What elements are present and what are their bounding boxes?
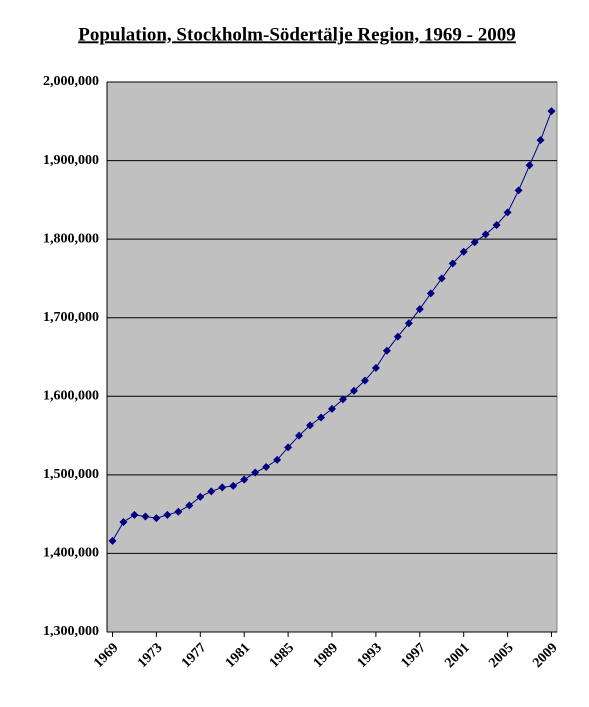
point: [174, 507, 183, 516]
plot-area: [106, 81, 558, 633]
x-tick-label: 1969: [91, 640, 121, 670]
point: [229, 481, 238, 490]
point: [152, 514, 161, 523]
point: [317, 413, 326, 422]
point: [481, 230, 490, 239]
point: [371, 364, 380, 372]
point: [306, 421, 315, 430]
point: [536, 136, 545, 145]
point: [240, 475, 249, 484]
x-tick-label: 1981: [223, 640, 253, 670]
point: [448, 259, 457, 268]
x-tick-label: 1977: [179, 640, 209, 670]
point: [196, 492, 205, 501]
point: [119, 518, 128, 526]
point: [130, 510, 139, 519]
y-tick-label: 1,400,000: [43, 546, 99, 561]
point: [459, 247, 468, 256]
point: [328, 404, 336, 413]
x-tick-label: 1973: [135, 640, 165, 670]
point: [382, 346, 391, 355]
x-tick-label: 2009: [530, 640, 560, 670]
point: [207, 487, 216, 496]
point: [284, 443, 293, 452]
point: [273, 455, 282, 464]
point: [218, 483, 227, 492]
y-tick-label: 2,000,000: [43, 74, 99, 89]
y-tick-label: 1,600,000: [43, 389, 99, 404]
y-tick-label: 1,500,000: [43, 467, 99, 482]
y-tick-label: 1,700,000: [43, 310, 99, 325]
point: [470, 238, 479, 247]
point: [251, 468, 260, 477]
x-tick-label: 1997: [399, 640, 429, 670]
point: [108, 536, 117, 545]
x-tick-label: 2005: [486, 640, 516, 670]
point: [338, 395, 347, 404]
point: [514, 186, 523, 195]
point: [141, 512, 150, 521]
point: [404, 319, 413, 328]
point: [349, 386, 358, 395]
y-tick-label: 1,900,000: [43, 153, 99, 168]
point: [393, 332, 402, 341]
point: [185, 501, 194, 510]
chart-title: Population, Stockholm-Södertälje Region,…: [78, 24, 516, 45]
x-tick-label: 2001: [442, 640, 472, 670]
x-tick-label: 1989: [311, 640, 341, 670]
point: [415, 305, 424, 314]
point: [295, 431, 304, 440]
point: [262, 463, 271, 471]
point: [426, 289, 435, 298]
point: [503, 208, 512, 217]
point: [492, 221, 501, 229]
point: [547, 107, 556, 116]
y-tick-label: 1,800,000: [43, 231, 99, 246]
x-tick-label: 1985: [267, 640, 297, 670]
point: [360, 376, 369, 385]
point: [525, 161, 534, 170]
point: [163, 510, 172, 519]
y-tick-label: 1,300,000: [43, 624, 99, 639]
point: [437, 274, 446, 283]
x-tick-label: 1993: [355, 640, 385, 670]
